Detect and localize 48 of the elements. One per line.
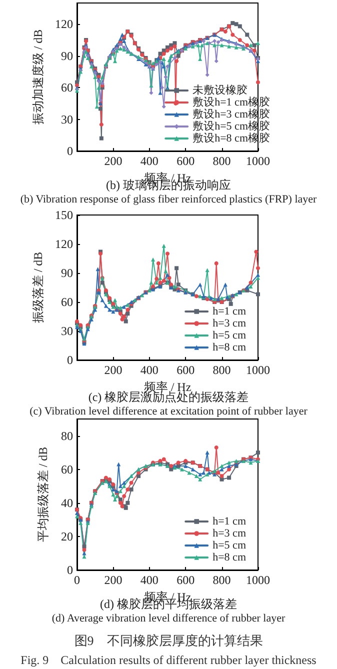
legend-label: 未敷设橡胶 bbox=[192, 84, 248, 96]
caption: Fig. 9 Calculation results of different rubber layer thickness bbox=[20, 653, 317, 667]
legend-label: h=3 cm bbox=[212, 528, 246, 540]
y-axis-title: 振级落差 / dB bbox=[31, 252, 46, 324]
caption: 图9 不同橡胶层厚度的计算结果 bbox=[74, 633, 263, 648]
y-tick-label: 60 bbox=[61, 295, 73, 309]
x-tick-label: 800 bbox=[212, 573, 231, 587]
x-tick-label: 600 bbox=[176, 573, 195, 587]
x-tick-label: 800 bbox=[212, 363, 231, 377]
x-tick-label: 400 bbox=[140, 573, 158, 587]
text: (c) Vibration level difference at excitation point of rubber layer bbox=[30, 406, 308, 418]
x-tick-label: 800 bbox=[212, 154, 231, 168]
x-tick-label: 400 bbox=[140, 154, 158, 168]
y-tick-label: 30 bbox=[61, 324, 73, 338]
y-tick-label: 0 bbox=[67, 563, 73, 577]
x-tick-label: 1000 bbox=[246, 573, 270, 587]
legend-label: h=5 cm bbox=[212, 330, 246, 342]
y-tick-label: 60 bbox=[61, 462, 73, 476]
x-tick-label: 200 bbox=[104, 154, 122, 168]
y-tick-label: 120 bbox=[55, 17, 73, 32]
legend-label: h=8 cm bbox=[212, 342, 246, 354]
y-tick-label: 30 bbox=[61, 112, 73, 126]
legend-label: h=1 cm bbox=[212, 306, 246, 318]
text: (d) Average vibration level difference of rubber layer bbox=[52, 612, 286, 624]
y-tick-label: 90 bbox=[61, 48, 73, 63]
y-tick-label: 120 bbox=[55, 237, 73, 251]
y-tick-label: 40 bbox=[61, 496, 73, 510]
legend-label: h=1 cm bbox=[212, 516, 246, 528]
x-tick-label: 1000 bbox=[246, 154, 270, 168]
y-tick-label: 60 bbox=[61, 80, 73, 95]
y-tick-label: 150 bbox=[55, 208, 73, 222]
y-tick-label: 90 bbox=[61, 266, 73, 280]
text: (b) Vibration response of glass fiber reinforced plastics (FRP) layer bbox=[20, 194, 318, 206]
x-tick-label: 600 bbox=[176, 363, 195, 377]
x-tick-label: 200 bbox=[104, 363, 122, 377]
y-tick-label: 20 bbox=[61, 529, 73, 544]
x-tick-label: 400 bbox=[140, 363, 158, 377]
x-tick-label: 1000 bbox=[246, 363, 270, 377]
x-tick-label: 200 bbox=[104, 573, 122, 587]
y-axis-title: 振动加速度级 / dB bbox=[31, 29, 46, 125]
x-tick-label: 600 bbox=[176, 154, 195, 168]
y-tick-label: 0 bbox=[67, 144, 73, 158]
y-tick-label: 0 bbox=[67, 353, 73, 367]
y-axis-title: 平均振级落差 / dB bbox=[36, 446, 50, 542]
y-tick-label: 80 bbox=[61, 428, 73, 443]
legend-label: h=5 cm bbox=[212, 540, 246, 552]
legend-label: h=3 cm bbox=[212, 318, 246, 330]
legend-label: h=8 cm bbox=[212, 552, 246, 564]
